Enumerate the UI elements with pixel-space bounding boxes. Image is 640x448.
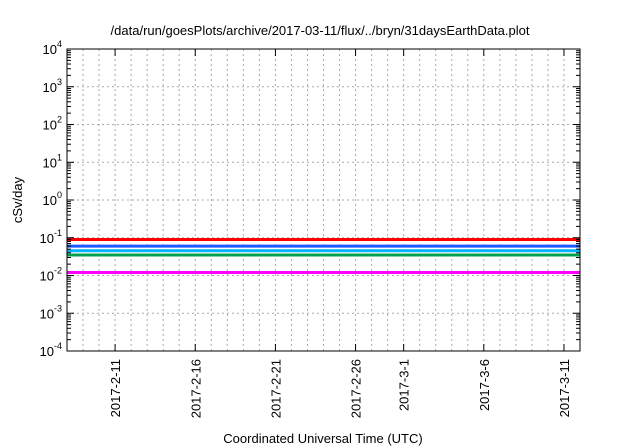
x-axis-label: Coordinated Universal Time (UTC): [223, 431, 422, 446]
y-axis-label: cSv/day: [10, 176, 25, 223]
y-tick-label: 10-4: [40, 341, 62, 359]
y-tick-label: 102: [43, 115, 62, 133]
chart-title: /data/run/goesPlots/archive/2017-03-11/f…: [111, 23, 530, 38]
y-axis: 10-4 10-3 10-2 10-1 100 101 102 103 104: [40, 39, 580, 359]
x-tick-label: 2017-3-6: [477, 359, 492, 411]
y-tick-label: 10-3: [40, 303, 62, 321]
x-axis: 2017-2-11 2017-2-16 2017-2-21 2017-2-26 2017…: [108, 49, 572, 418]
plot-area: [67, 238, 580, 274]
y-tick-label: 103: [43, 77, 62, 95]
x-tick-label: 2017-2-21: [268, 359, 283, 418]
x-tick-label: 2017-3-1: [397, 359, 412, 411]
x-tick-label: 2017-2-26: [349, 359, 364, 418]
x-tick-label: 2017-2-11: [108, 359, 123, 417]
y-tick-label: 10-1: [40, 228, 62, 246]
y-tick-label: 10-2: [40, 266, 62, 284]
x-tick-label: 2017-2-16: [188, 359, 203, 418]
y-tick-label: 104: [43, 39, 62, 57]
x-tick-label: 2017-3-11: [557, 359, 572, 417]
grid: [67, 49, 580, 351]
y-tick-label: 101: [43, 152, 62, 170]
y-tick-label: 100: [43, 190, 62, 208]
